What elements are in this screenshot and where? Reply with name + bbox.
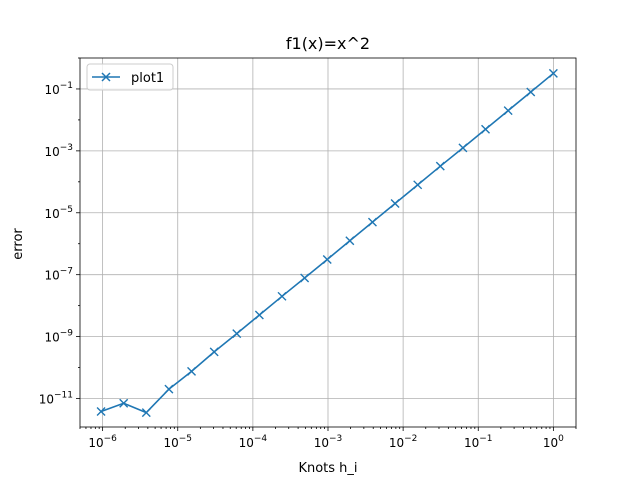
data-point-x-marker <box>367 217 377 227</box>
x-tick-label: 100 <box>543 434 564 450</box>
y-tick-label: 10−7 <box>44 267 73 283</box>
data-point-x-marker <box>119 398 129 408</box>
data-point-x-marker <box>481 124 491 134</box>
tick-layer: 10−6 10−5 10−4 10−3 10−2 10−1 100 10−11 10−9 10−7… <box>39 57 577 450</box>
y-tick-label: 10−1 <box>44 81 73 97</box>
data-point-x-marker <box>435 161 445 171</box>
chart-title: f1(x)=x^2 <box>286 34 370 53</box>
data-point-x-marker <box>322 254 332 264</box>
grid-layer <box>80 58 576 427</box>
x-tick-label: 10−5 <box>163 434 192 450</box>
data-point-x-marker <box>277 291 287 301</box>
data-point-x-marker <box>503 106 513 116</box>
data-point-x-marker <box>141 408 151 418</box>
y-axis-label: error <box>11 228 26 260</box>
x-tick-label: 10−3 <box>314 434 343 450</box>
y-tick-label: 10−11 <box>39 390 73 406</box>
data-point-x-marker <box>209 347 219 357</box>
data-point-x-marker <box>526 87 536 97</box>
x-tick-label: 10−4 <box>239 434 268 450</box>
series-layer <box>96 68 558 418</box>
legend-x-marker <box>101 72 111 82</box>
data-point-x-marker <box>300 273 310 283</box>
data-point-x-marker <box>187 366 197 376</box>
data-point-x-marker <box>413 180 423 190</box>
x-tick-label: 10−1 <box>464 434 493 450</box>
legend-label: plot1 <box>131 71 164 86</box>
x-tick-label: 10−6 <box>88 434 117 450</box>
legend: plot1 <box>86 63 174 91</box>
data-point-x-marker <box>96 407 106 416</box>
legend-box <box>86 63 174 91</box>
data-point-x-marker <box>458 143 468 153</box>
data-point-x-marker <box>345 236 355 246</box>
y-tick-label: 10−5 <box>44 205 73 221</box>
data-point-x-marker <box>390 198 400 208</box>
data-point-x-marker <box>232 329 242 339</box>
x-axis-label: Knots h_i <box>298 461 357 476</box>
data-point-x-marker <box>254 310 264 320</box>
y-tick-label: 10−9 <box>44 329 73 345</box>
data-point-x-marker <box>548 68 558 78</box>
x-tick-label: 10−2 <box>389 434 418 450</box>
data-point-x-marker <box>164 384 174 394</box>
y-tick-label: 10−3 <box>44 143 73 159</box>
